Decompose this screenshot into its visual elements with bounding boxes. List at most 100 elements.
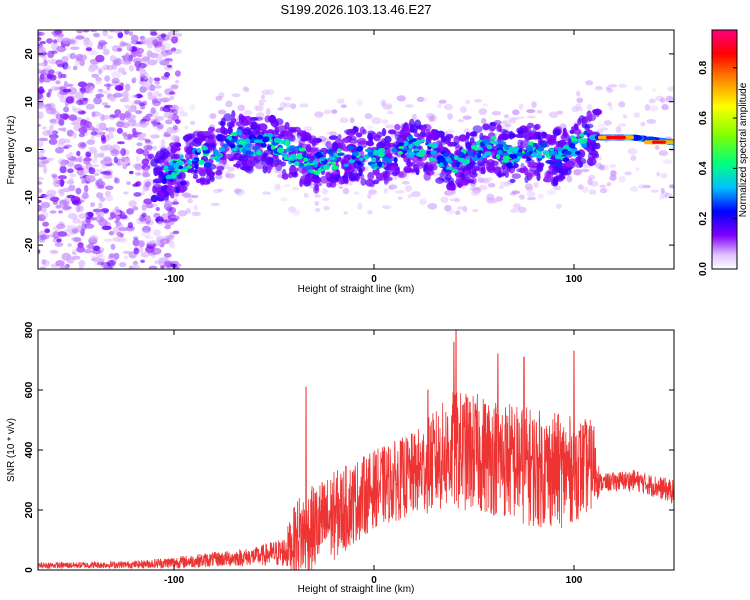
spectrogram-faint-blob	[283, 102, 291, 108]
spectrogram-faint-blob	[405, 104, 414, 108]
spectrogram-noise-blob	[170, 104, 179, 112]
spectrogram-ridge-blob	[451, 168, 459, 174]
spectrogram-noise-blob	[174, 119, 181, 124]
spectrogram-ridge-blob	[273, 137, 282, 143]
spectrogram-noise-blob	[98, 247, 105, 253]
spectrogram-noise-blob	[110, 243, 116, 250]
spectrogram-band-blob	[281, 173, 289, 180]
spectrogram-noise-blob	[121, 261, 127, 267]
spectrogram-band-blob	[150, 194, 159, 203]
spectrogram-band-blob	[458, 134, 467, 142]
spectrogram-noise-blob	[95, 54, 105, 63]
spectrogram-faint-blob	[491, 111, 502, 116]
spectrogram-ridge-blob	[525, 145, 534, 152]
spectrogram-noise-blob	[38, 230, 46, 239]
spectrogram-faint-blob	[649, 105, 659, 112]
spectrogram-noise-blob	[51, 173, 58, 178]
spectrogram-faint-blob	[622, 114, 628, 119]
spectrogram-band-blob	[355, 132, 363, 138]
spectrogram-noise-blob	[168, 240, 175, 249]
spectrogram-noise-blob	[59, 96, 68, 103]
spectrogram-ridge-blob	[442, 152, 450, 157]
spectrogram-noise-blob	[92, 164, 100, 168]
spectrogram-faint-blob	[669, 184, 674, 189]
spectrogram-noise-blob	[167, 210, 175, 216]
spectrogram-faint-blob	[518, 103, 524, 110]
spectrogram-band-blob	[300, 131, 310, 140]
spectrogram-band-blob	[166, 185, 176, 194]
spectrogram-noise-blob	[54, 30, 63, 35]
spectrogram-band-blob	[536, 173, 541, 182]
spectrogram-noise-blob	[60, 198, 70, 205]
spectrogram-faint-blob	[322, 197, 330, 202]
spectrogram-band-blob	[306, 178, 312, 186]
spectrogram-faint-blob	[640, 121, 646, 127]
spectrogram-band-blob	[254, 162, 265, 170]
spectrogram-ridge-blob	[438, 158, 447, 163]
spectrogram-faint-blob	[380, 99, 387, 106]
spectrogram-band-blob	[394, 123, 401, 131]
spectrogram-noise-blob	[38, 31, 43, 36]
spectrogram-noise-blob	[102, 64, 110, 70]
snr-marks	[38, 330, 674, 570]
spectrogram-noise-blob	[141, 187, 148, 193]
spectrogram-faint-blob	[627, 148, 637, 155]
spectrogram-noise-blob	[110, 144, 121, 152]
spectrogram-noise-blob	[96, 192, 104, 199]
spectrogram-band-blob	[459, 180, 469, 186]
spectrogram-noise-blob	[163, 200, 173, 208]
spectrogram-ridge-blob	[356, 145, 364, 152]
spectrogram-faint-blob	[396, 95, 406, 102]
spectrogram-noise-blob	[85, 175, 96, 179]
spectrogram-noise-blob	[172, 124, 178, 131]
spectrogram-noise-blob	[163, 261, 173, 268]
spectrogram-band-blob	[215, 128, 224, 133]
spectrogram-faint-blob	[502, 119, 511, 125]
spectrogram-ridge-blob	[548, 148, 555, 152]
spectrogram-faint-blob	[661, 103, 669, 111]
spectrogram-noise-blob	[38, 181, 43, 185]
spectrogram-noise-blob	[74, 163, 83, 171]
spectrogram-noise-blob	[97, 43, 104, 50]
spectrogram-faint-blob	[526, 109, 536, 114]
spectrogram-faint-blob	[660, 187, 665, 194]
spectrogram-noise-blob	[90, 135, 95, 140]
spectrogram-noise-blob	[125, 52, 130, 60]
spectrogram-faint-blob	[266, 89, 275, 95]
spectrogram-noise-blob	[99, 216, 105, 223]
spectrogram-noise-blob	[112, 59, 120, 64]
spectrogram-band-blob	[343, 177, 348, 183]
x-tick-label: -100	[164, 575, 184, 586]
spectrogram-ridge-blob	[548, 160, 555, 165]
spectrogram-noise-blob	[100, 134, 106, 142]
spectrogram-noise-blob	[51, 230, 60, 235]
spectrogram-noise-blob	[86, 125, 95, 131]
spectrogram-tone-peak	[606, 136, 626, 139]
spectrogram-ridge-blob	[367, 150, 374, 157]
spectrogram-band-blob	[283, 130, 293, 137]
spectrogram-faint-blob	[599, 164, 605, 171]
spectrogram-noise-blob	[38, 67, 42, 74]
spectrogram-ridge-blob	[458, 151, 464, 157]
spectrogram-faint-blob	[665, 95, 674, 103]
spectrogram-noise-blob	[141, 56, 151, 62]
spectrogram-faint-blob	[459, 106, 467, 113]
spectrogram-band-blob	[425, 129, 431, 135]
spectrogram-faint-blob	[465, 99, 471, 105]
spectrogram-noise-blob	[49, 124, 54, 131]
spectrogram-noise-blob	[103, 156, 112, 162]
spectrogram-ridge-blob	[450, 153, 455, 159]
spectrogram-noise-blob	[47, 157, 55, 161]
spectrogram-band-blob	[493, 120, 502, 125]
spectrogram-ridge-blob	[313, 170, 321, 176]
spectrogram-ridge-blob	[359, 157, 364, 161]
spectrogram-ridge-blob	[203, 162, 212, 168]
spectrogram-faint-blob	[279, 197, 288, 202]
spectrogram-faint-blob	[253, 104, 259, 111]
spectrogram-band-blob	[565, 160, 571, 167]
spectrogram-band-blob	[257, 123, 268, 131]
spectrogram-faint-blob	[495, 196, 504, 202]
spectrogram-noise-blob	[72, 200, 79, 205]
x-tick-label: -100	[164, 274, 184, 285]
spectrogram-band-blob	[158, 191, 165, 199]
